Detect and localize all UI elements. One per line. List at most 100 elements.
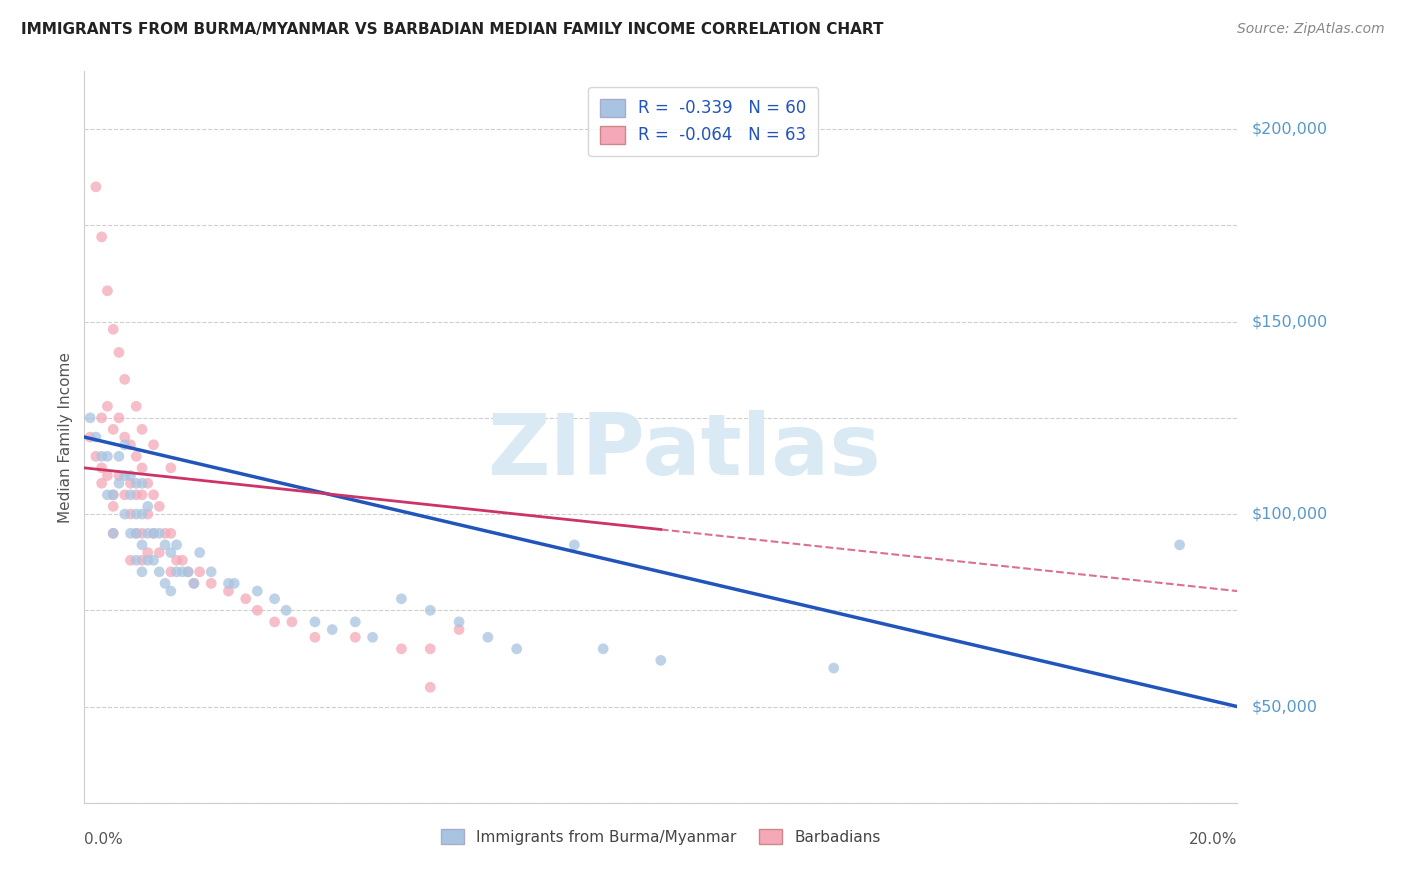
Point [136,507,159,521]
Point [200,576,222,591]
Point [136,476,159,491]
Point [321,623,343,637]
Text: IMMIGRANTS FROM BURMA/MYANMAR VS BARBADIAN MEDIAN FAMILY INCOME CORRELATION CHAR: IMMIGRANTS FROM BURMA/MYANMAR VS BARBADI… [21,22,883,37]
Point [172,553,194,567]
Point [148,526,170,541]
Point [96,468,118,483]
Point [90,230,112,244]
Point [419,681,441,695]
Point [108,410,131,425]
Point [188,565,211,579]
Text: $50,000: $50,000 [1251,699,1317,714]
Point [125,526,148,541]
Point [114,468,136,483]
Point [84,430,107,444]
Point [177,565,200,579]
Point [166,565,188,579]
Point [142,526,165,541]
Point [650,653,672,667]
Point [108,450,131,464]
Point [131,488,153,502]
Point [160,584,183,599]
Point [142,526,165,541]
Point [108,476,131,491]
Point [276,603,298,617]
Point [506,641,529,656]
Point [823,661,845,675]
Point [131,565,153,579]
Point [218,584,240,599]
Point [96,284,118,298]
Point [114,438,136,452]
Point [79,410,101,425]
Point [114,372,136,386]
Point [160,545,183,559]
Point [218,576,240,591]
Point [263,615,285,629]
Point [391,591,413,606]
Point [142,438,165,452]
Point [108,345,131,359]
Text: 20.0%: 20.0% [1189,832,1237,847]
Point [160,565,183,579]
Point [103,322,124,336]
Point [391,641,413,656]
Point [131,507,153,521]
Text: $100,000: $100,000 [1251,507,1327,522]
Point [131,422,153,436]
Point [120,553,142,567]
Point [131,538,153,552]
Point [136,526,159,541]
Point [108,468,131,483]
Point [177,565,200,579]
Point [131,461,153,475]
Text: 0.0%: 0.0% [84,832,124,847]
Point [120,507,142,521]
Point [125,476,148,491]
Point [131,553,153,567]
Point [166,538,188,552]
Point [246,603,269,617]
Point [235,591,257,606]
Point [125,553,148,567]
Point [449,623,471,637]
Point [120,488,142,502]
Point [90,450,112,464]
Point [114,488,136,502]
Point [103,500,124,514]
Text: Source: ZipAtlas.com: Source: ZipAtlas.com [1237,22,1385,37]
Point [103,526,124,541]
Point [148,565,170,579]
Point [114,507,136,521]
Point [172,565,194,579]
Point [188,545,211,559]
Point [304,615,326,629]
Point [183,576,205,591]
Point [90,410,112,425]
Point [153,538,176,552]
Point [125,488,148,502]
Point [125,526,148,541]
Point [84,179,107,194]
Point [166,553,188,567]
Point [136,500,159,514]
Point [344,615,367,629]
Text: ZIPatlas: ZIPatlas [486,410,880,493]
Point [136,545,159,559]
Point [148,500,170,514]
Point [90,476,112,491]
Point [120,476,142,491]
Point [419,641,441,656]
Point [136,553,159,567]
Point [200,565,222,579]
Point [564,538,586,552]
Point [419,603,441,617]
Point [592,641,614,656]
Point [142,488,165,502]
Point [160,461,183,475]
Point [120,438,142,452]
Point [120,468,142,483]
Point [114,430,136,444]
Point [125,507,148,521]
Point [183,576,205,591]
